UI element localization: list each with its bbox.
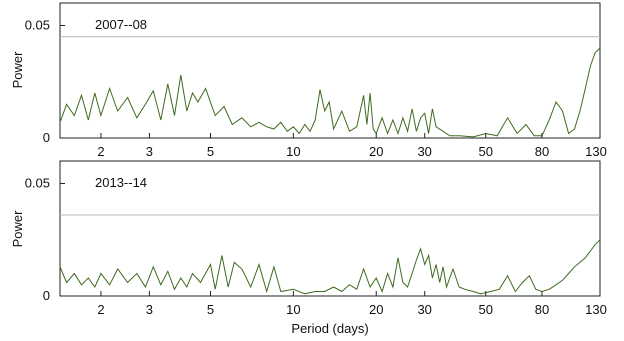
y-tick-label: 0.05 [25,176,50,191]
x-axis-label: Period (days) [291,321,368,336]
x-tick-label: 5 [207,144,214,159]
panel-2007-08-ylabel: Power [10,51,25,89]
panel-2007-08: 2007--08 Power 2 3 5 10 20 30 50 80 130 0 0.05 [10,2,607,160]
y-tick-label: 0 [43,130,50,145]
x-tick-label: 20 [369,302,383,317]
panel-2013-14-axis-ticks: 2 3 5 10 20 30 50 80 130 0 0.05 [25,176,607,318]
panel-2007-08-series-line [59,47,601,138]
panel-2007-08-frame [59,2,601,139]
x-tick-label: 50 [479,144,493,159]
x-tick-label: 50 [479,302,493,317]
panel-2007-08-title: 2007--08 [95,17,147,32]
x-tick-label: 10 [286,302,300,317]
x-tick-label: 130 [585,144,607,159]
panel-2013-14-frame [59,160,601,297]
x-tick-label: 80 [535,144,549,159]
x-tick-label: 20 [369,144,383,159]
panel-2013-14-ylabel: Power [10,210,25,248]
x-tick-label: 3 [146,144,153,159]
x-tick-label: 2 [97,144,104,159]
panel-2013-14-title: 2013--14 [95,175,147,190]
panel-2013-14-series-line [59,239,601,295]
panel-2013-14: 2013--14 Power 2 3 5 10 20 30 50 80 130 0 0.05 [10,160,607,318]
x-tick-label: 10 [286,144,300,159]
panel-2007-08-axis-ticks: 2 3 5 10 20 30 50 80 130 0 0.05 [25,18,607,160]
x-tick-label: 130 [585,302,607,317]
x-tick-label: 30 [417,144,431,159]
y-tick-label: 0 [43,288,50,303]
x-tick-label: 2 [97,302,104,317]
x-tick-label: 30 [417,302,431,317]
x-tick-label: 80 [535,302,549,317]
y-tick-label: 0.05 [25,18,50,33]
x-tick-label: 3 [146,302,153,317]
x-tick-label: 5 [207,302,214,317]
